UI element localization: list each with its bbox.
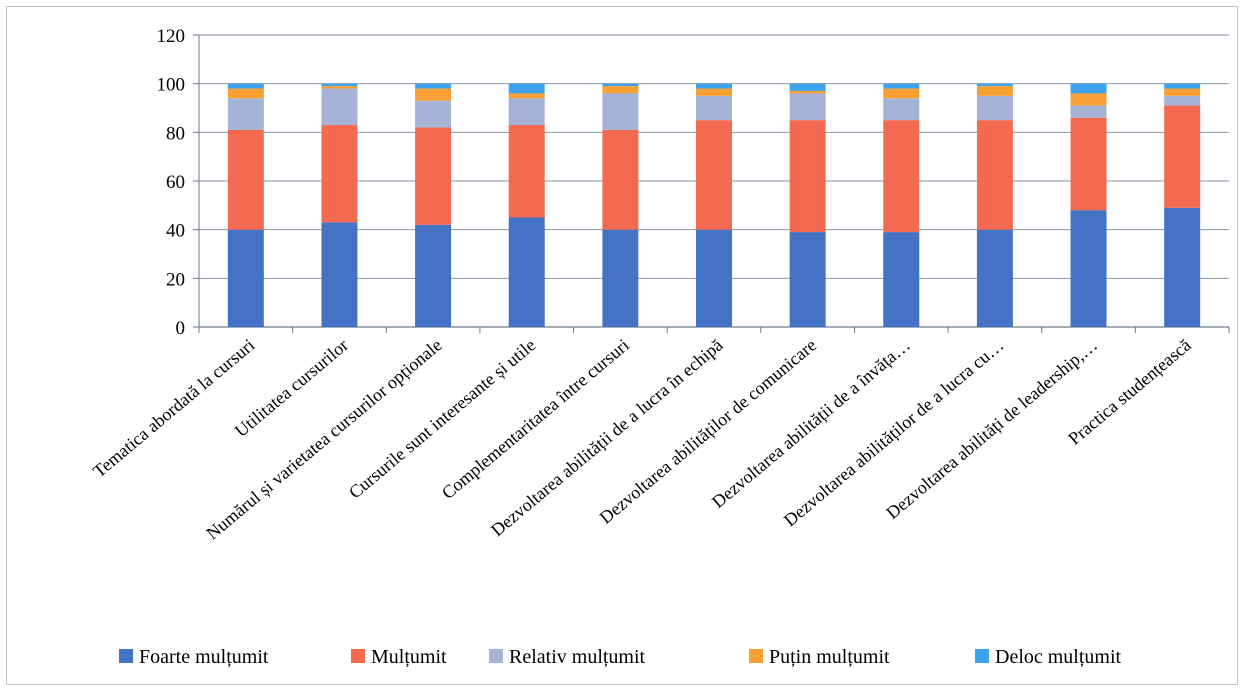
bar-segment-foarte-mulțumit [227, 229, 264, 327]
bar-segment-deloc-mulțumit [883, 83, 920, 89]
legend-label: Relativ mulțumit [509, 646, 646, 668]
bar-segment-foarte-mulțumit [508, 217, 545, 327]
bar-segment-deloc-mulțumit [1070, 83, 1107, 94]
bar-segment-deloc-mulțumit [508, 83, 545, 94]
y-tick-label: 40 [166, 221, 185, 242]
bar-segment-relativ-mulțumit [1164, 95, 1201, 106]
bar-segment-deloc-mulțumit [227, 83, 264, 89]
legend-label: Puțin mulțumit [769, 646, 890, 668]
legend-label: Mulțumit [371, 646, 447, 668]
bar-segment-puțin-mulțumit [696, 88, 732, 96]
bar-segment-mulțumit [1070, 117, 1107, 211]
bar-segment-deloc-mulțumit [415, 83, 452, 89]
bar-segment-relativ-mulțumit [696, 95, 732, 121]
bar-segment-deloc-mulțumit [1164, 83, 1201, 89]
bar-segment-deloc-mulțumit [789, 83, 826, 91]
bar-segment-deloc-mulțumit [696, 83, 732, 89]
bar-segment-puțin-mulțumit [883, 88, 920, 99]
bar-segment-relativ-mulțumit [789, 93, 826, 121]
bar-segment-foarte-mulțumit [883, 232, 920, 327]
bar-segment-deloc-mulțumit [976, 83, 1013, 87]
bar-segment-mulțumit [1164, 105, 1201, 208]
bar-segment-puțin-mulțumit [1070, 93, 1107, 106]
bar-segment-puțin-mulțumit [508, 93, 545, 99]
bar-segment-relativ-mulțumit [321, 88, 358, 126]
y-tick-label: 80 [166, 123, 185, 144]
legend-swatch [489, 649, 503, 663]
bar-segment-foarte-mulțumit [789, 232, 826, 327]
legend-swatch [749, 649, 763, 663]
x-category-label: Tematica abordată la cursuri [89, 335, 258, 482]
bar-segment-puțin-mulțumit [1164, 88, 1201, 96]
y-tick-label: 0 [176, 318, 186, 339]
legend-label: Deloc mulțumit [995, 646, 1122, 668]
bar-segment-puțin-mulțumit [227, 88, 264, 99]
bar-segment-mulțumit [976, 120, 1013, 230]
bar-segment-mulțumit [227, 129, 264, 230]
bar-segment-foarte-mulțumit [976, 229, 1013, 327]
bar-segment-deloc-mulțumit [321, 83, 358, 87]
bar-segment-foarte-mulțumit [602, 229, 639, 327]
bar-segment-foarte-mulțumit [1164, 207, 1201, 327]
bar-segment-relativ-mulțumit [883, 98, 920, 121]
legend-label: Foarte mulțumit [139, 646, 269, 668]
bar-segment-foarte-mulțumit [696, 229, 732, 327]
legend-swatch [119, 649, 133, 663]
bar-segment-relativ-mulțumit [415, 100, 452, 128]
legend-swatch [975, 649, 989, 663]
bar-segment-mulțumit [508, 125, 545, 218]
x-category-label: Cursurile sunt interesante și utile [345, 335, 539, 503]
bar-segment-puțin-mulțumit [976, 86, 1013, 96]
x-category-label: Complementaritatea între cursuri [438, 335, 633, 503]
bar-segment-mulțumit [415, 127, 452, 225]
bar-segment-puțin-mulțumit [789, 90, 826, 94]
bar-segment-foarte-mulțumit [321, 222, 358, 327]
y-tick-label: 100 [157, 75, 186, 96]
bar-segment-relativ-mulțumit [508, 98, 545, 126]
bar-segment-puțin-mulțumit [415, 88, 452, 101]
bar-segment-deloc-mulțumit [602, 83, 639, 87]
bar-segment-mulțumit [883, 120, 920, 233]
bar-segment-relativ-mulțumit [602, 93, 639, 130]
bar-segment-relativ-mulțumit [1070, 105, 1107, 118]
chart-frame: 0 20 40 60 80 100 120 Tematica abordată la cur… [6, 6, 1238, 685]
bar-segment-mulțumit [789, 120, 826, 233]
bar-segment-foarte-mulțumit [415, 224, 452, 327]
y-tick-label: 20 [166, 269, 185, 290]
legend-swatch [351, 649, 365, 663]
legend: Foarte mulțumit Mulțumit Relativ mulțumit P… [119, 646, 1122, 668]
bar-segment-puțin-mulțumit [602, 86, 639, 94]
bar-segment-mulțumit [321, 125, 358, 223]
x-category-label: Dezvoltarea abilității de a învăța… [708, 335, 914, 512]
bar-segment-foarte-mulțumit [1070, 210, 1107, 327]
bar-segment-relativ-mulțumit [227, 98, 264, 130]
bar-segment-relativ-mulțumit [976, 95, 1013, 121]
y-tick-labels: 0 20 40 60 80 100 120 [157, 26, 186, 339]
y-tick-label: 120 [157, 26, 186, 47]
bar-segment-puțin-mulțumit [321, 86, 358, 89]
stacked-bar-chart: 0 20 40 60 80 100 120 Tematica abordată la cur… [89, 26, 1230, 668]
y-tick-label: 60 [166, 172, 185, 193]
bar-segment-mulțumit [696, 120, 732, 230]
bars [227, 83, 1201, 327]
bar-segment-mulțumit [602, 129, 639, 230]
